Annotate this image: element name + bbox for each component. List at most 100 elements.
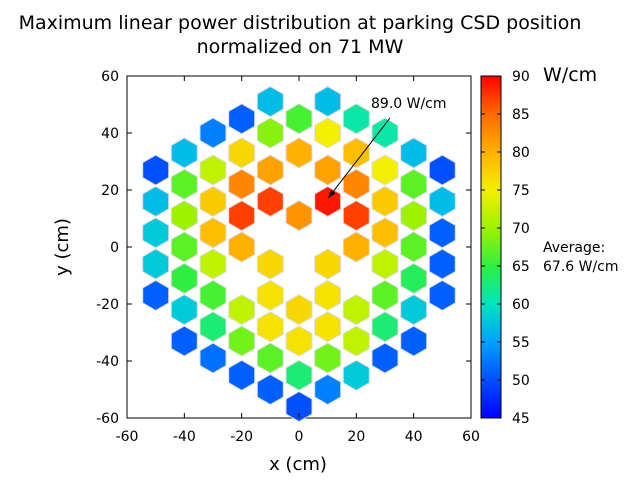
assembly-cell (256, 311, 284, 343)
colorbar-tick-label: 70 (512, 221, 530, 237)
assembly-cell (342, 359, 370, 391)
x-tick-label: -20 (230, 429, 253, 445)
assembly-cell (400, 168, 428, 200)
assembly-cell (428, 185, 456, 217)
assembly-cell (314, 311, 342, 343)
assembly-cell (314, 86, 342, 118)
assembly-cell (371, 154, 399, 186)
assembly-cell (170, 294, 198, 326)
assembly-cell (342, 103, 370, 135)
assembly-cell (400, 137, 428, 169)
colorbar (480, 75, 502, 419)
assembly-cell (400, 294, 428, 326)
annotation-label: 89.0 W/cm (371, 96, 447, 112)
colorbar-tick-label: 80 (512, 145, 530, 161)
x-tick-label: 40 (405, 429, 423, 445)
assembly-cell (285, 103, 313, 135)
assembly-cell (428, 217, 456, 249)
x-tick-label: 0 (295, 429, 304, 445)
assembly-cell (371, 185, 399, 217)
assembly-cell (314, 248, 342, 280)
assembly-cell (142, 185, 170, 217)
assembly-cell (170, 200, 198, 232)
colorbar-tick-label: 90 (512, 69, 530, 85)
assembly-cell (314, 154, 342, 186)
y-tick-label: 0 (110, 240, 119, 256)
x-tick-label: 60 (462, 429, 480, 445)
annotation-arrow (327, 117, 391, 199)
y-axis-label: y (cm) (52, 218, 73, 276)
assembly-cell (256, 154, 284, 186)
assembly-cell (170, 231, 198, 263)
colorbar-ticks: 45 50 55 60 65 70 75 80 85 90 (481, 69, 530, 427)
assembly-cell (285, 137, 313, 169)
assembly-cell (228, 325, 256, 357)
colorbar-tick-label: 55 (512, 335, 530, 351)
assembly-cell (199, 154, 227, 186)
assembly-cell (199, 279, 227, 311)
assembly-cell (342, 168, 370, 200)
assembly-cell (428, 279, 456, 311)
assembly-cell (314, 373, 342, 406)
assembly-cell (256, 117, 284, 149)
assembly-cells (142, 86, 456, 423)
colorbar-tick-label: 50 (512, 373, 530, 389)
colorbar-tick-label: 60 (512, 297, 530, 313)
assembly-cell (142, 217, 170, 249)
assembly-cell (371, 217, 399, 249)
assembly-cell (256, 185, 284, 217)
assembly-cell (285, 200, 313, 232)
assembly-cell (228, 137, 256, 169)
chart-title-line-2: normalized on 71 MW (197, 36, 404, 58)
assembly-cell (199, 217, 227, 249)
assembly-cell (400, 325, 428, 357)
assembly-cell (256, 248, 284, 280)
assembly-cell (400, 200, 428, 232)
axis-ticks: -60 -40 -20 0 20 40 60 -60 -40 -20 0 20 40 60 (96, 69, 480, 445)
assembly-cell (371, 311, 399, 343)
colorbar-tick-label: 45 (512, 411, 530, 427)
assembly-cell (256, 86, 284, 118)
assembly-cell (142, 248, 170, 280)
assembly-cell (256, 279, 284, 311)
assembly-cell (314, 342, 342, 374)
assembly-cell (342, 231, 370, 263)
x-tick-label: -40 (173, 429, 196, 445)
assembly-cell (342, 325, 370, 357)
assembly-cell (170, 262, 198, 294)
assembly-cell (142, 154, 170, 186)
assembly-cell (228, 200, 256, 232)
assembly-cell (228, 168, 256, 200)
assembly-cell (256, 342, 284, 374)
y-tick-label: 60 (101, 69, 119, 85)
assembly-cell (314, 185, 342, 217)
assembly-cell (199, 117, 227, 149)
annotation-arrowhead (328, 189, 336, 198)
assembly-cell (285, 391, 313, 423)
assembly-cell (199, 311, 227, 343)
assembly-cell (342, 137, 370, 169)
assembly-cell (285, 294, 313, 326)
assembly-cell (142, 279, 170, 311)
assembly-cell (199, 185, 227, 217)
x-axis-label: x (cm) (269, 454, 327, 475)
y-tick-label: 40 (101, 126, 119, 142)
assembly-cell (285, 325, 313, 357)
assembly-cell (285, 359, 313, 391)
assembly-cell (228, 359, 256, 391)
assembly-cell (228, 231, 256, 263)
chart-title-line-1: Maximum linear power distribution at par… (19, 12, 582, 34)
assembly-cell (314, 279, 342, 311)
assembly-cell (228, 103, 256, 135)
average-label: Average: (543, 240, 605, 256)
y-tick-label: -40 (96, 354, 119, 370)
y-tick-label: 20 (101, 183, 119, 199)
assembly-cell (199, 342, 227, 374)
assembly-cell (342, 200, 370, 232)
assembly-cell (371, 117, 399, 149)
assembly-cell (428, 248, 456, 280)
x-tick-label: 20 (347, 429, 365, 445)
assembly-cell (371, 279, 399, 311)
assembly-cell (371, 342, 399, 374)
